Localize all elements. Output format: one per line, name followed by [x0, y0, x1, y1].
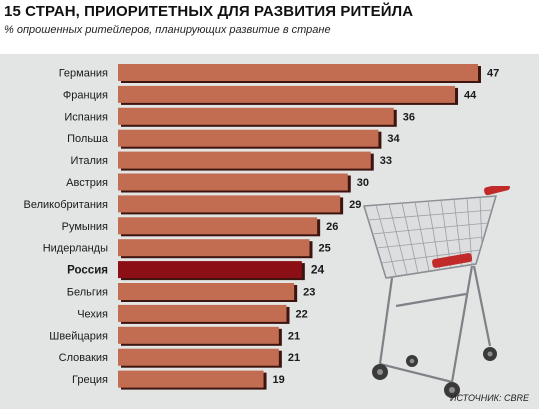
bar	[118, 326, 279, 344]
category-label: Италия	[71, 155, 109, 167]
value-label: 29	[349, 199, 361, 211]
category-label: Германия	[59, 68, 108, 80]
bar	[118, 283, 295, 300]
category-label: Швейцария	[49, 330, 108, 342]
value-label: 19	[273, 374, 285, 386]
bar	[118, 217, 318, 235]
shopping-cart-icon	[363, 186, 510, 398]
category-label: Великобритания	[24, 199, 109, 211]
value-label: 34	[387, 133, 400, 145]
value-label: 26	[326, 221, 338, 233]
category-label: Испания	[64, 111, 108, 123]
value-label: 25	[318, 243, 330, 255]
bar	[118, 129, 379, 147]
value-label: 36	[403, 111, 415, 123]
value-label: 21	[288, 330, 300, 342]
source-note: ИСТОЧНИК: CBRE	[450, 393, 529, 403]
value-label: 22	[296, 308, 308, 320]
value-label: 23	[303, 287, 315, 299]
bar	[118, 107, 394, 125]
category-label: Словакия	[59, 352, 108, 364]
bar	[118, 239, 310, 257]
bar	[118, 348, 279, 366]
bar-chart: Германия 47 Франция 44 Испания 36 Польша 34 Итал…	[24, 64, 499, 390]
value-label: 30	[357, 177, 369, 189]
bar	[118, 195, 341, 213]
bar	[118, 151, 371, 169]
category-label: Польша	[67, 133, 109, 145]
category-label: Чехия	[77, 308, 108, 320]
value-label: 47	[487, 68, 499, 80]
bar	[118, 304, 287, 322]
bar	[118, 64, 478, 81]
chart-subtitle: % опрошенных ритейлеров, планирующих раз…	[4, 24, 331, 36]
category-label: Австрия	[66, 177, 108, 189]
category-label: Бельгия	[67, 287, 108, 299]
category-label: Россия	[67, 265, 108, 277]
value-label: 44	[464, 89, 477, 101]
chart-title: 15 СТРАН, ПРИОРИТЕТНЫХ ДЛЯ РАЗВИТИЯ РИТЕ…	[4, 3, 414, 20]
category-label: Греция	[72, 374, 108, 386]
category-label: Франция	[63, 89, 108, 101]
category-label: Румыния	[62, 221, 108, 233]
bar	[118, 85, 456, 103]
bar	[118, 261, 302, 279]
bar	[118, 370, 264, 388]
value-label: 24	[311, 263, 325, 277]
value-label: 21	[288, 352, 300, 364]
value-label: 33	[380, 155, 392, 167]
bar	[118, 173, 348, 191]
plot-area: Германия 47 Франция 44 Испания 36 Польша 34 Итал…	[0, 54, 539, 409]
category-label: Нидерланды	[43, 243, 108, 255]
